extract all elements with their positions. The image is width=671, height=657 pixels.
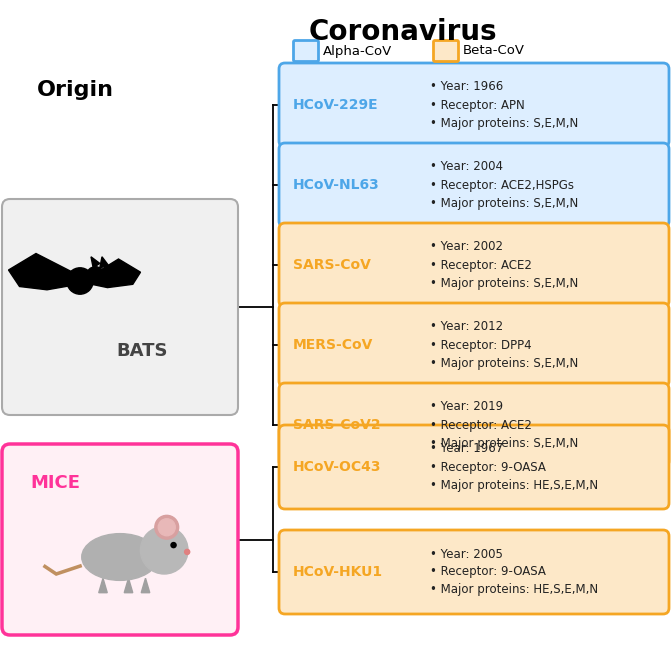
Circle shape [87,267,104,284]
Text: • Year: 2012: • Year: 2012 [430,321,503,334]
FancyBboxPatch shape [279,143,669,227]
Text: Beta-CoV: Beta-CoV [463,45,525,58]
Text: • Major proteins: S,E,M,N: • Major proteins: S,E,M,N [430,196,578,210]
Text: • Receptor: APN: • Receptor: APN [430,99,525,112]
Text: HCoV-OC43: HCoV-OC43 [293,460,382,474]
FancyBboxPatch shape [279,383,669,467]
Circle shape [67,268,93,294]
Circle shape [158,519,175,535]
Polygon shape [9,254,80,290]
Text: BATS: BATS [116,342,168,360]
FancyBboxPatch shape [2,444,238,635]
Text: • Year: 2002: • Year: 2002 [430,240,503,254]
FancyBboxPatch shape [2,199,238,415]
Text: • Major proteins: HE,S,E,M,N: • Major proteins: HE,S,E,M,N [430,583,598,597]
Text: • Receptor: ACE2,HSPGs: • Receptor: ACE2,HSPGs [430,179,574,191]
Text: MICE: MICE [30,474,80,493]
Text: ★: ★ [85,283,86,284]
FancyBboxPatch shape [279,303,669,387]
FancyBboxPatch shape [293,41,319,62]
FancyBboxPatch shape [279,63,669,147]
Text: • Major proteins: S,E,M,N: • Major proteins: S,E,M,N [430,357,578,369]
Text: • Year: 2019: • Year: 2019 [430,401,503,413]
Polygon shape [85,259,140,288]
Text: • Year: 1966: • Year: 1966 [430,81,503,93]
Circle shape [140,526,188,574]
FancyBboxPatch shape [279,530,669,614]
Polygon shape [124,578,133,593]
Circle shape [185,549,190,555]
FancyBboxPatch shape [279,223,669,307]
Text: HCoV-HKU1: HCoV-HKU1 [293,565,383,579]
Ellipse shape [82,533,158,580]
Text: • Year: 2005: • Year: 2005 [430,547,503,560]
Text: SARS-CoV: SARS-CoV [293,258,371,272]
Text: • Receptor: DPP4: • Receptor: DPP4 [430,338,531,351]
Text: Coronavirus: Coronavirus [308,18,497,46]
Text: MERS-CoV: MERS-CoV [293,338,373,352]
Text: • Receptor: ACE2: • Receptor: ACE2 [430,258,532,271]
Text: SARS-CoV2: SARS-CoV2 [293,418,380,432]
Text: • Receptor: 9-OASA: • Receptor: 9-OASA [430,566,546,579]
Text: • Year: 1967: • Year: 1967 [430,443,503,455]
Circle shape [155,515,178,539]
Polygon shape [91,257,100,268]
Polygon shape [100,257,109,268]
Polygon shape [99,578,107,593]
Circle shape [171,543,176,548]
Text: HCoV-229E: HCoV-229E [293,98,378,112]
Polygon shape [142,578,150,593]
Text: Origin: Origin [36,80,113,100]
Text: • Major proteins: S,E,M,N: • Major proteins: S,E,M,N [430,436,578,449]
Text: • Major proteins: S,E,M,N: • Major proteins: S,E,M,N [430,116,578,129]
Text: • Year: 2004: • Year: 2004 [430,160,503,173]
Text: • Major proteins: S,E,M,N: • Major proteins: S,E,M,N [430,277,578,290]
Text: • Major proteins: HE,S,E,M,N: • Major proteins: HE,S,E,M,N [430,478,598,491]
Text: • Receptor: ACE2: • Receptor: ACE2 [430,419,532,432]
FancyBboxPatch shape [279,425,669,509]
Text: Alpha-CoV: Alpha-CoV [323,45,393,58]
Text: • Receptor: 9-OASA: • Receptor: 9-OASA [430,461,546,474]
Text: HCoV-NL63: HCoV-NL63 [293,178,380,192]
FancyBboxPatch shape [433,41,458,62]
